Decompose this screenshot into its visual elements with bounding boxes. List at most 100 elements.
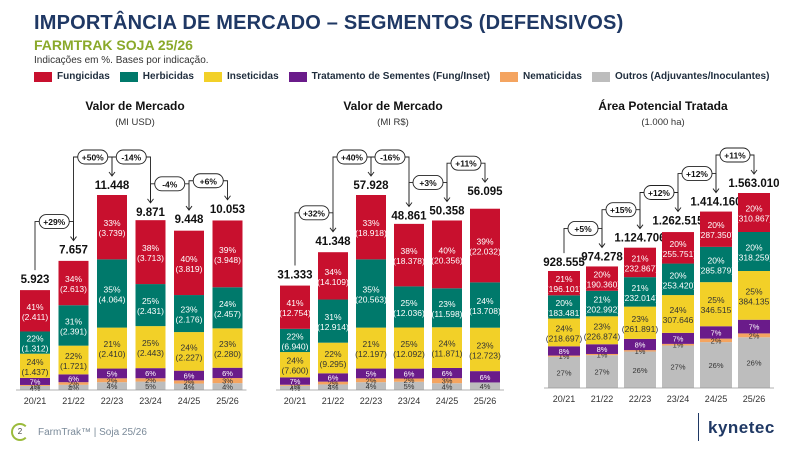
x-tick-label: 21/22 bbox=[322, 396, 345, 406]
data-label-pct: 41% bbox=[286, 298, 303, 308]
chart-unit: (MI R$) bbox=[377, 117, 409, 128]
data-label-pct: 23% bbox=[476, 340, 493, 350]
data-label-pct: 21% bbox=[631, 283, 648, 293]
bar-segment-nematicidas bbox=[174, 380, 204, 384]
data-label-pct: 20% bbox=[593, 270, 610, 280]
bar-segment-outros bbox=[470, 382, 500, 390]
bar-segment-herbicidas bbox=[586, 290, 618, 317]
bar-segment-outros bbox=[280, 385, 310, 390]
growth-label: +11% bbox=[455, 159, 477, 169]
data-label-pct: 1% bbox=[597, 351, 608, 360]
data-label-pct: 4% bbox=[442, 383, 453, 392]
growth-badge bbox=[38, 214, 70, 230]
growth-label: +5% bbox=[574, 224, 592, 234]
legend-label: Inseticidas bbox=[226, 71, 279, 82]
bar-segment-herbicidas bbox=[470, 282, 500, 328]
growth-label: -14% bbox=[121, 153, 141, 163]
data-label-value: (2.457) bbox=[214, 309, 241, 319]
bar-segment-inseticidas bbox=[586, 316, 618, 345]
bar-total-label: 50.358 bbox=[429, 205, 465, 217]
chart-title: Valor de Mercado bbox=[85, 99, 184, 113]
bar-segment-herbicidas bbox=[356, 259, 386, 328]
bar-segment-tratamento bbox=[700, 326, 732, 339]
data-label-pct: 35% bbox=[103, 284, 120, 294]
bar-segment-outros bbox=[624, 351, 656, 388]
bar-segment-nematicidas bbox=[212, 378, 243, 384]
bar-total-label: 41.348 bbox=[315, 236, 351, 248]
data-label-value: (232.867) bbox=[622, 263, 659, 273]
kynetec-logo: kynetec bbox=[708, 418, 775, 437]
growth-arrowhead bbox=[674, 207, 682, 213]
data-label-pct: 2% bbox=[184, 378, 195, 387]
x-tick-label: 20/21 bbox=[553, 394, 576, 404]
data-label-value: (12.723) bbox=[469, 350, 501, 360]
x-tick-label: 20/21 bbox=[24, 396, 47, 406]
bar-segment-tratamento bbox=[662, 332, 694, 344]
data-label-pct: 20% bbox=[745, 243, 762, 253]
data-label-pct: 6% bbox=[328, 373, 339, 382]
bar-total-label: 57.928 bbox=[353, 180, 389, 192]
x-tick-label: 25/26 bbox=[474, 396, 497, 406]
data-label-value: 384.135 bbox=[739, 296, 770, 306]
data-label-pct: 8% bbox=[635, 341, 646, 350]
data-label-value: 346.515 bbox=[701, 305, 732, 315]
data-label-pct: 4% bbox=[290, 384, 301, 393]
legend-label: Herbicidas bbox=[142, 71, 194, 82]
data-label-value: (20.563) bbox=[355, 294, 387, 304]
bar-segment-herbicidas bbox=[548, 295, 580, 319]
data-label-pct: 23% bbox=[219, 339, 236, 349]
bar-segment-outros bbox=[58, 384, 89, 390]
bar-segment-fungicidas bbox=[356, 195, 386, 260]
bar-segment-fungicidas bbox=[432, 220, 462, 289]
bar-segment-tratamento bbox=[58, 374, 89, 383]
data-label-pct: 33% bbox=[362, 218, 379, 228]
data-label-value: (3.739) bbox=[99, 228, 126, 238]
data-label-pct: 4% bbox=[184, 383, 195, 392]
growth-badge bbox=[77, 149, 109, 165]
bar-segment-tratamento bbox=[135, 368, 166, 379]
data-label-value: (183.481) bbox=[546, 308, 583, 318]
data-label-pct: 25% bbox=[707, 295, 724, 305]
chart-unit: (1.000 ha) bbox=[641, 117, 684, 128]
legend-swatch bbox=[591, 71, 610, 82]
bar-segment-fungicidas bbox=[280, 285, 310, 329]
bar-segment-tratamento bbox=[280, 377, 310, 385]
data-label-pct: 6% bbox=[68, 374, 79, 383]
data-label-pct: 2% bbox=[328, 379, 339, 388]
data-label-pct: 2% bbox=[107, 376, 118, 385]
data-label-pct: 1% bbox=[635, 347, 646, 356]
data-label-pct: 6% bbox=[184, 372, 195, 381]
data-label-pct: 39% bbox=[476, 237, 493, 247]
bar-segment-outros bbox=[432, 383, 462, 390]
growth-arrowhead bbox=[750, 169, 758, 175]
data-label-pct: 21% bbox=[555, 274, 572, 284]
data-label-pct: 7% bbox=[749, 323, 760, 332]
bar-segment-tratamento bbox=[318, 373, 348, 382]
bar-segment-outros bbox=[174, 383, 204, 390]
bar-segment-herbicidas bbox=[97, 259, 127, 328]
data-label-pct: 31% bbox=[65, 316, 82, 326]
bar-segment-herbicidas bbox=[318, 299, 348, 343]
bar-total-label: 5.923 bbox=[21, 274, 50, 286]
data-label-pct: 2% bbox=[68, 379, 79, 388]
growth-arrowhead bbox=[598, 243, 606, 249]
data-label-pct: 22% bbox=[286, 331, 303, 341]
data-label-pct: 20% bbox=[669, 239, 686, 249]
data-label-pct: 26% bbox=[746, 359, 761, 368]
data-label-pct: 26% bbox=[708, 361, 723, 370]
data-label-value: (2.443) bbox=[137, 348, 164, 358]
growth-badge bbox=[681, 166, 713, 182]
bar-total-label: 1.124.706 bbox=[614, 233, 665, 245]
data-label-pct: 3% bbox=[442, 377, 453, 386]
bar-segment-herbicidas bbox=[135, 284, 166, 327]
data-label-pct: 24% bbox=[555, 323, 572, 333]
bar-segment-nematicidas bbox=[432, 378, 462, 384]
growth-arrowhead bbox=[224, 195, 231, 201]
data-label-pct: 4% bbox=[222, 383, 233, 392]
legend-label: Outros (Adjuvantes/Inoculantes) bbox=[614, 71, 770, 82]
bar-segment-herbicidas bbox=[432, 288, 462, 328]
data-label-pct: 8% bbox=[597, 345, 608, 354]
bar-segment-fungicidas bbox=[738, 193, 770, 232]
